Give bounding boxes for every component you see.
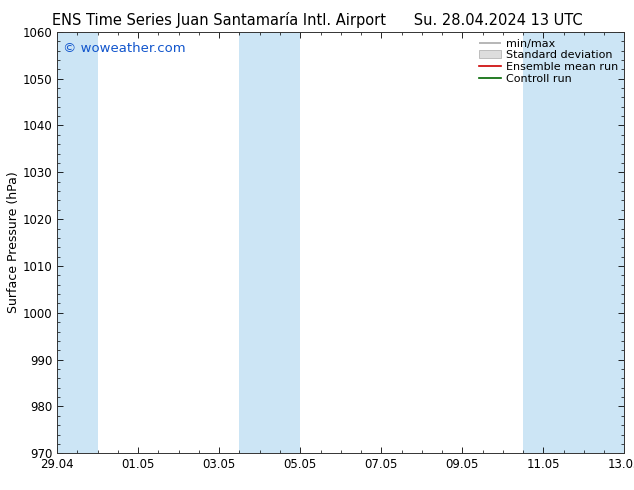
- Bar: [523, 32, 624, 453]
- Bar: [57, 32, 98, 453]
- Legend: min/max, Standard deviation, Ensemble mean run, Controll run: min/max, Standard deviation, Ensemble me…: [474, 34, 622, 88]
- Y-axis label: Surface Pressure (hPa): Surface Pressure (hPa): [7, 172, 20, 314]
- Bar: [240, 32, 301, 453]
- Text: © woweather.com: © woweather.com: [63, 43, 185, 55]
- Text: ENS Time Series Juan Santamaría Intl. Airport      Su. 28.04.2024 13 UTC: ENS Time Series Juan Santamaría Intl. Ai…: [52, 12, 582, 28]
